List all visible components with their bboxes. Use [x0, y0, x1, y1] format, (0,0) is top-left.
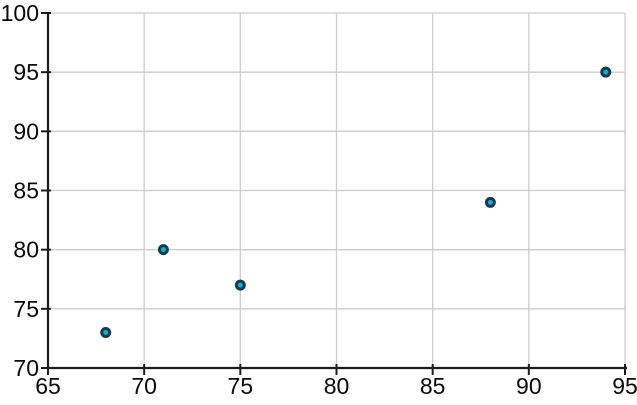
data-point	[600, 66, 612, 78]
x-tick-label: 70	[131, 373, 157, 399]
x-tick-label: 90	[516, 373, 542, 399]
data-point	[484, 196, 496, 208]
data-point	[234, 279, 246, 291]
x-tick-label: 85	[420, 373, 446, 399]
x-tick-label: 80	[324, 373, 350, 399]
y-tick-label: 90	[13, 118, 39, 144]
data-point	[100, 327, 112, 338]
y-tick-label: 100	[1, 0, 39, 26]
y-tick-label: 95	[13, 59, 39, 85]
data-point	[157, 244, 169, 256]
x-tick-label: 95	[612, 373, 637, 399]
y-tick-label: 70	[13, 355, 39, 381]
y-tick-label: 85	[13, 178, 39, 204]
x-tick-label: 75	[228, 373, 254, 399]
x-tick-label: 65	[35, 373, 61, 399]
y-tick-label: 80	[13, 237, 39, 263]
y-tick-label: 75	[13, 296, 39, 322]
